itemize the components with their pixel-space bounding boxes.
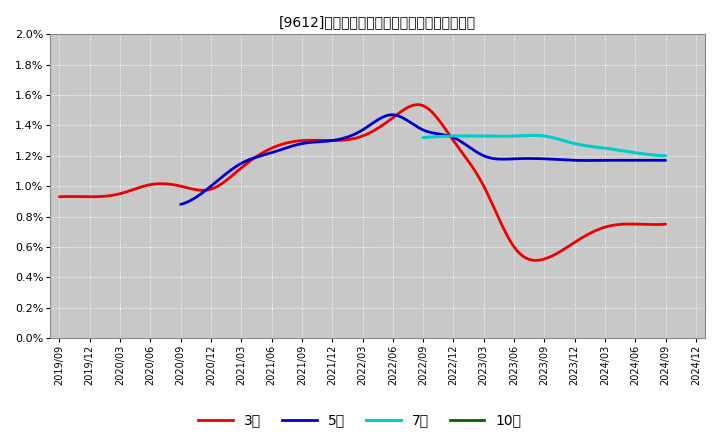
5年 xyxy=(474,151,483,156)
Title: [9612]　当期純利益マージンの標準偏差の推移: [9612] 当期純利益マージンの標準偏差の推移 xyxy=(279,15,476,29)
3年 xyxy=(414,102,423,107)
7年 xyxy=(568,140,577,146)
3年 xyxy=(608,223,617,228)
7年 xyxy=(419,135,428,140)
Line: 7年: 7年 xyxy=(423,136,665,156)
7年 xyxy=(528,133,537,138)
7年 xyxy=(564,139,572,145)
5年 xyxy=(467,146,475,151)
3年 xyxy=(661,221,670,227)
3年 xyxy=(570,240,579,245)
3年 xyxy=(428,110,437,115)
3年 xyxy=(418,103,427,108)
7年 xyxy=(420,135,428,140)
5年 xyxy=(587,158,595,163)
5年 xyxy=(178,201,186,206)
Line: 5年: 5年 xyxy=(181,115,665,204)
Line: 3年: 3年 xyxy=(60,105,665,260)
7年 xyxy=(661,153,670,158)
5年 xyxy=(465,144,474,150)
5年 xyxy=(618,158,626,163)
5年 xyxy=(661,158,670,163)
3年 xyxy=(55,194,64,199)
7年 xyxy=(624,149,633,154)
Legend: 3年, 5年, 7年, 10年: 3年, 5年, 7年, 10年 xyxy=(193,408,527,433)
5年 xyxy=(176,202,185,207)
3年 xyxy=(57,194,66,199)
3年 xyxy=(531,258,540,263)
7年 xyxy=(639,151,648,157)
7年 xyxy=(563,139,572,144)
3年 xyxy=(416,102,425,107)
5年 xyxy=(387,112,396,117)
